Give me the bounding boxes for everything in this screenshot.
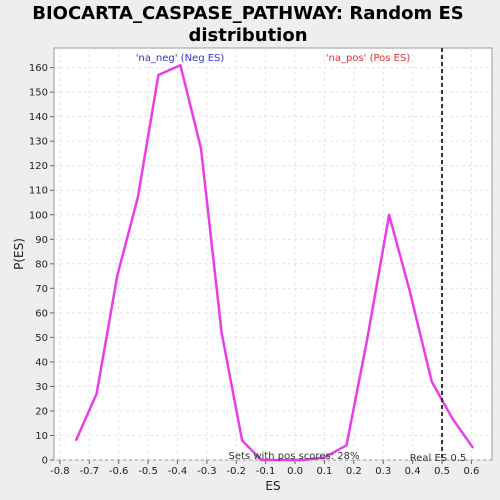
x-tick-label: 0.0 [287,466,303,477]
data-point [220,331,223,334]
y-tick-label: 120 [29,161,48,172]
data-point [200,147,202,150]
data-point [179,64,182,66]
data-point [95,392,98,395]
chart-title-line1: BIOCARTA_CASPASE_PATHWAY: Random ES [32,3,464,24]
x-tick-label: 0.6 [463,466,479,477]
x-tick-label: -0.3 [197,466,217,477]
y-tick-label: 70 [35,284,48,295]
x-axis-label: ES [265,479,280,493]
x-tick-label: 0.2 [346,466,362,477]
y-axis-ticks: 0 10 20 30 40 50 60 70 80 90 100 110 120 130 140 150 160 [29,63,54,467]
data-point [116,275,119,277]
data-point [303,459,305,461]
series-group [74,63,474,462]
x-tick-label: -0.8 [50,466,70,477]
data-point [241,439,243,442]
data-point [388,213,390,216]
pos-scores-label: Sets with pos scores: 28% [229,451,360,462]
data-point [282,459,285,461]
real-es-label: Real ES 0.5 [410,453,466,464]
y-axis-label: P(ES) [12,238,26,270]
y-tick-label: 110 [29,186,48,197]
x-tick-label: -0.1 [256,466,276,477]
y-tick-label: 50 [35,333,48,344]
pos-es-label: 'na_pos' (Pos ES) [326,53,411,64]
y-tick-label: 160 [29,63,48,74]
x-tick-label: -0.7 [80,466,100,477]
x-tick-label: 0.3 [375,466,391,477]
x-tick-label: -0.5 [138,466,158,477]
x-axis-ticks: -0.8 -0.7 -0.6 -0.5 -0.4 -0.3 -0.2 -0.1 0.0 0.1 0.… [50,460,479,477]
x-tick-label: 0.4 [405,466,421,477]
data-point [472,446,474,449]
x-tick-label: 0.1 [316,466,332,477]
y-tick-label: 140 [29,112,48,123]
data-point [345,444,348,447]
x-tick-label: -0.6 [109,466,129,477]
y-tick-label: 30 [35,382,48,393]
x-tick-label: -0.4 [168,466,188,477]
data-point [430,380,433,383]
neg-es-label: 'na_neg' (Neg ES) [136,53,225,64]
y-tick-label: 100 [29,210,48,221]
data-point [451,417,454,420]
x-tick-label: 0.5 [434,466,450,477]
y-tick-label: 10 [35,431,48,442]
data-point [260,459,263,461]
y-tick-label: 0 [42,456,48,467]
data-point [408,289,411,292]
y-tick-label: 150 [29,88,48,99]
data-point [75,439,77,442]
y-tick-label: 90 [35,235,48,246]
data-point [366,339,368,341]
data-point [136,196,139,199]
data-point [157,74,160,76]
y-tick-label: 40 [35,357,48,368]
series-line [74,63,474,462]
y-tick-label: 60 [35,308,48,319]
y-tick-label: 80 [35,259,48,270]
x-tick-label: -0.2 [226,466,246,477]
y-tick-label: 130 [29,137,48,148]
y-tick-label: 20 [35,406,48,417]
chart-title-line2: distribution [188,25,307,46]
plot-area [53,47,493,461]
data-point [323,456,326,459]
